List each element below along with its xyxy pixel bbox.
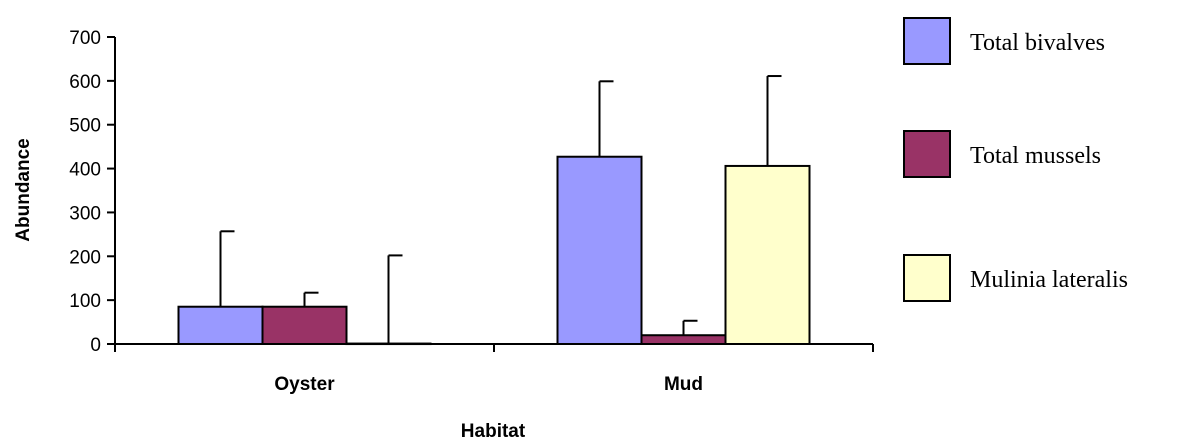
legend-swatch (903, 254, 951, 302)
legend-swatch (903, 17, 951, 65)
legend-item-total-mussels: Total mussels (903, 130, 1101, 178)
category-label-oyster: Oyster (274, 374, 335, 395)
error-bar-total-bivalves-mud (598, 80, 614, 157)
error-bar-total-mussels-mud (682, 319, 698, 336)
y-tick-label: 200 (69, 247, 101, 268)
y-axis-ticks: 0 100 200 300 400 500 600 700 (69, 28, 115, 356)
bar-mulinia-lateralis-mud (724, 164, 811, 345)
legend-label: Total bivalves (970, 30, 1105, 56)
bar-total-bivalves-oyster (177, 305, 264, 346)
y-tick-label: 400 (69, 160, 101, 181)
legend-label: Mulinia lateralis (970, 267, 1128, 293)
category-label-mud: Mud (664, 374, 703, 395)
category-labels: Oyster Mud (274, 374, 703, 395)
error-bar-mulinia-lateralis-oyster (387, 254, 403, 344)
legend-item-mulinia-lateralis: Mulinia lateralis (903, 254, 1128, 302)
y-tick-label: 300 (69, 203, 101, 224)
y-tick-label: 500 (69, 116, 101, 137)
y-tick-label: 0 (90, 335, 101, 356)
legend-item-total-bivalves: Total bivalves (903, 17, 1105, 65)
bar-total-mussels-oyster (261, 305, 348, 346)
legend-label: Total mussels (970, 143, 1101, 169)
y-tick-label: 700 (69, 28, 101, 49)
error-bar-mulinia-lateralis-mud (766, 75, 782, 166)
x-axis-title: Habitat (461, 421, 526, 442)
bars (177, 155, 811, 346)
error-bar-total-bivalves-oyster (219, 230, 235, 307)
legend-swatch (903, 130, 951, 178)
x-axis-ticks (114, 344, 874, 352)
y-axis-title: Abundance (13, 138, 34, 241)
error-bar-total-mussels-oyster (303, 291, 319, 307)
y-tick-label: 600 (69, 72, 101, 93)
bar-total-mussels-mud (640, 334, 727, 346)
y-tick-label: 100 (69, 291, 101, 312)
bar-total-bivalves-mud (556, 155, 643, 345)
legend: Total bivalves Total mussels Mulinia later… (903, 17, 1128, 302)
error-bars (219, 75, 782, 344)
